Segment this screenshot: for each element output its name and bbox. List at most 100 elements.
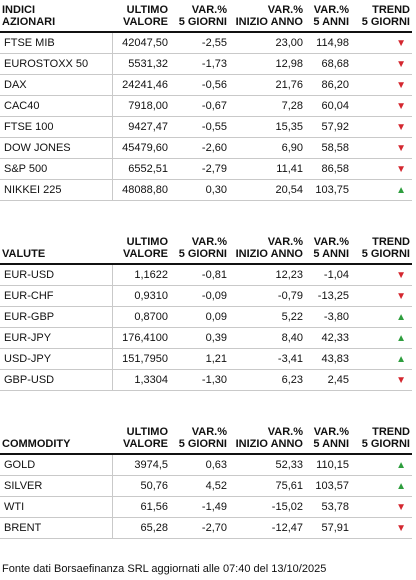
triangle-down-icon: ▼ (351, 116, 412, 138)
cell-varinizio: 5,22 (229, 306, 305, 328)
instrument-name: DAX (0, 74, 112, 96)
cell-var5anni: 110,15 (305, 454, 351, 476)
cell-var5anni: 86,20 (305, 74, 351, 96)
cell-var5: -0,09 (170, 285, 229, 307)
cell-var5anni: -13,25 (305, 285, 351, 307)
cell-varinizio: 52,33 (229, 454, 305, 476)
cell-var5anni: 103,75 (305, 179, 351, 201)
cell-ultimo: 7918,00 (111, 95, 170, 117)
triangle-down-icon: ▼ (351, 158, 412, 180)
cell-var5: 0,30 (170, 179, 229, 201)
cell-var5anni: 68,68 (305, 53, 351, 75)
cell-varinizio: 6,23 (229, 369, 305, 391)
cell-var5: 0,39 (170, 327, 229, 349)
triangle-up-icon: ▲ (351, 179, 412, 201)
column-header-var5: VAR.% 5 GIORNI (170, 426, 229, 455)
cell-ultimo: 24241,46 (111, 74, 170, 96)
cell-ultimo: 42047,50 (111, 32, 170, 54)
cell-var5anni: -1,04 (305, 264, 351, 286)
cell-varinizio: 11,41 (229, 158, 305, 180)
triangle-up-icon: ▲ (351, 454, 412, 476)
instrument-name: FTSE MIB (0, 32, 112, 54)
cell-varinizio: -15,02 (229, 496, 305, 518)
triangle-up-icon: ▲ (351, 348, 412, 370)
triangle-down-icon: ▼ (351, 53, 412, 75)
cell-var5anni: 60,04 (305, 95, 351, 117)
triangle-down-icon: ▼ (351, 496, 412, 518)
instrument-name: EUR-CHF (0, 285, 112, 307)
column-header-trend: TREND 5 GIORNI (351, 426, 412, 455)
cell-var5anni: 86,58 (305, 158, 351, 180)
instrument-name: FTSE 100 (0, 116, 112, 138)
cell-ultimo: 1,1622 (111, 264, 170, 286)
column-header-ultimo: ULTIMO VALORE (112, 426, 170, 455)
cell-var5anni: 57,91 (305, 517, 351, 539)
column-header-trend: TREND 5 GIORNI (351, 236, 412, 265)
cell-varinizio: 8,40 (229, 327, 305, 349)
cell-ultimo: 1,3304 (111, 369, 170, 391)
cell-varinizio: 21,76 (229, 74, 305, 96)
cell-ultimo: 151,7950 (111, 348, 170, 370)
cell-var5anni: 58,58 (305, 137, 351, 159)
table-row: GOLD 3974,5 0,63 52,33 110,15 ▲ (0, 454, 412, 476)
cell-varinizio: 6,90 (229, 137, 305, 159)
column-header-ultimo: ULTIMO VALORE (112, 4, 170, 33)
triangle-down-icon: ▼ (351, 137, 412, 159)
cell-varinizio: 23,00 (229, 32, 305, 54)
table-row: FTSE MIB 42047,50 -2,55 23,00 114,98 ▼ (0, 32, 412, 54)
cell-var5anni: 2,45 (305, 369, 351, 391)
cell-varinizio: 20,54 (229, 179, 305, 201)
cell-var5: -1,30 (170, 369, 229, 391)
instrument-name: S&P 500 (0, 158, 112, 180)
table-row: SILVER 50,76 4,52 75,61 103,57 ▲ (0, 475, 412, 497)
table-row: USD-JPY 151,7950 1,21 -3,41 43,83 ▲ (0, 348, 412, 370)
cell-var5anni: 103,57 (305, 475, 351, 497)
cell-varinizio: 12,23 (229, 264, 305, 286)
cell-var5: -2,79 (170, 158, 229, 180)
cell-varinizio: -12,47 (229, 517, 305, 539)
data-source-footer: Fonte dati Borsaefinanza SRL aggiornati … (2, 563, 327, 575)
cell-var5anni: 43,83 (305, 348, 351, 370)
header-row: VALUTE ULTIMO VALORE VAR.% 5 GIORNI VAR.% INIZ… (0, 236, 412, 265)
cell-var5: -0,55 (170, 116, 229, 138)
cell-ultimo: 45479,60 (111, 137, 170, 159)
column-header-var5: VAR.% 5 GIORNI (170, 236, 229, 265)
instrument-name: EUROSTOXX 50 (0, 53, 112, 75)
instrument-name: DOW JONES (0, 137, 112, 159)
section-title: VALUTE (0, 236, 112, 265)
cell-ultimo: 50,76 (111, 475, 170, 497)
column-header-trend: TREND 5 GIORNI (351, 4, 412, 33)
cell-var5: -0,67 (170, 95, 229, 117)
instrument-name: NIKKEI 225 (0, 179, 112, 201)
triangle-up-icon: ▲ (351, 475, 412, 497)
cell-var5: -0,56 (170, 74, 229, 96)
instrument-name: EUR-USD (0, 264, 112, 286)
table-row: FTSE 100 9427,47 -0,55 15,35 57,92 ▼ (0, 116, 412, 138)
indici-azionari-table: INDICI AZIONARI ULTIMO VALORE VAR.% 5 GIORNI V… (0, 4, 412, 201)
cell-var5: -2,70 (170, 517, 229, 539)
column-header-varinizio: VAR.% INIZIO ANNO (229, 426, 305, 455)
instrument-name: BRENT (0, 517, 112, 539)
table-row: DAX 24241,46 -0,56 21,76 86,20 ▼ (0, 74, 412, 96)
instrument-name: EUR-JPY (0, 327, 112, 349)
table-row: EUR-CHF 0,9310 -0,09 -0,79 -13,25 ▼ (0, 285, 412, 307)
column-header-var5anni: VAR.% 5 ANNI (305, 426, 351, 455)
table-row: EUR-JPY 176,4100 0,39 8,40 42,33 ▲ (0, 327, 412, 349)
instrument-name: GOLD (0, 454, 112, 476)
table-row: S&P 500 6552,51 -2,79 11,41 86,58 ▼ (0, 158, 412, 180)
cell-ultimo: 61,56 (111, 496, 170, 518)
instrument-name: WTI (0, 496, 112, 518)
cell-varinizio: 15,35 (229, 116, 305, 138)
cell-ultimo: 48088,80 (111, 179, 170, 201)
cell-varinizio: -3,41 (229, 348, 305, 370)
cell-ultimo: 176,4100 (111, 327, 170, 349)
triangle-down-icon: ▼ (351, 264, 412, 286)
section-title: COMMODITY (0, 426, 112, 455)
table-row: WTI 61,56 -1,49 -15,02 53,78 ▼ (0, 496, 412, 518)
cell-var5anni: -3,80 (305, 306, 351, 328)
cell-var5: -2,55 (170, 32, 229, 54)
cell-varinizio: 75,61 (229, 475, 305, 497)
triangle-down-icon: ▼ (351, 285, 412, 307)
cell-varinizio: -0,79 (229, 285, 305, 307)
cell-ultimo: 65,28 (111, 517, 170, 539)
